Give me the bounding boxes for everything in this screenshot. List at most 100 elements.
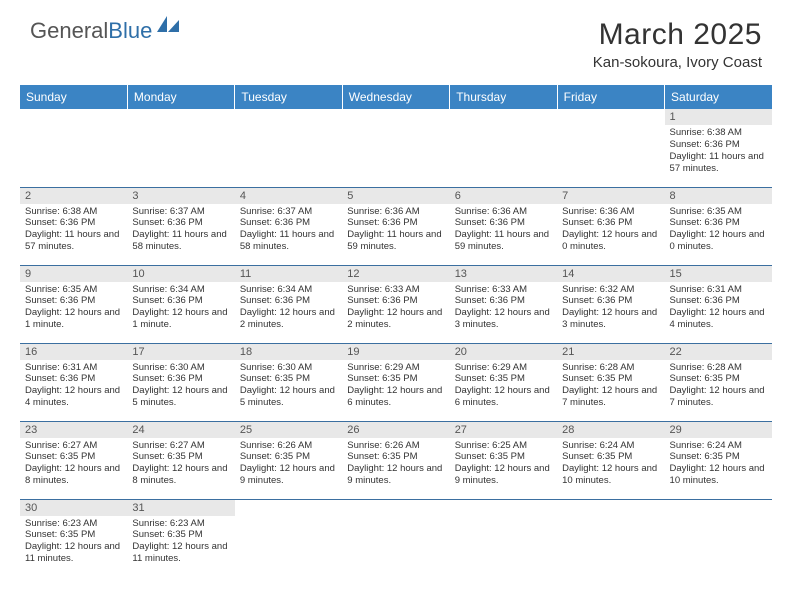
calendar-cell <box>450 499 557 577</box>
calendar-cell: 24Sunrise: 6:27 AMSunset: 6:35 PMDayligh… <box>127 421 234 499</box>
calendar-row: 16Sunrise: 6:31 AMSunset: 6:36 PMDayligh… <box>20 343 772 421</box>
location-label: Kan-sokoura, Ivory Coast <box>593 54 762 71</box>
day-number: 3 <box>127 188 234 204</box>
page-header: GeneralBlue March 2025 Kan-sokoura, Ivor… <box>0 0 792 79</box>
day-details: Sunrise: 6:34 AMSunset: 6:36 PMDaylight:… <box>235 282 342 335</box>
calendar-cell: 20Sunrise: 6:29 AMSunset: 6:35 PMDayligh… <box>450 343 557 421</box>
calendar-cell <box>557 499 664 577</box>
day-details: Sunrise: 6:28 AMSunset: 6:35 PMDaylight:… <box>665 360 772 413</box>
day-details: Sunrise: 6:31 AMSunset: 6:36 PMDaylight:… <box>20 360 127 413</box>
calendar-cell: 16Sunrise: 6:31 AMSunset: 6:36 PMDayligh… <box>20 343 127 421</box>
day-details: Sunrise: 6:30 AMSunset: 6:36 PMDaylight:… <box>127 360 234 413</box>
calendar-cell: 17Sunrise: 6:30 AMSunset: 6:36 PMDayligh… <box>127 343 234 421</box>
calendar-cell: 27Sunrise: 6:25 AMSunset: 6:35 PMDayligh… <box>450 421 557 499</box>
day-number: 1 <box>665 109 772 125</box>
calendar-body: 1Sunrise: 6:38 AMSunset: 6:36 PMDaylight… <box>20 109 772 577</box>
calendar-cell <box>342 499 449 577</box>
day-number: 24 <box>127 422 234 438</box>
calendar-cell: 29Sunrise: 6:24 AMSunset: 6:35 PMDayligh… <box>665 421 772 499</box>
day-details: Sunrise: 6:33 AMSunset: 6:36 PMDaylight:… <box>450 282 557 335</box>
day-details: Sunrise: 6:36 AMSunset: 6:36 PMDaylight:… <box>342 204 449 257</box>
calendar-cell <box>235 499 342 577</box>
day-details: Sunrise: 6:26 AMSunset: 6:35 PMDaylight:… <box>235 438 342 491</box>
calendar-row: 9Sunrise: 6:35 AMSunset: 6:36 PMDaylight… <box>20 265 772 343</box>
calendar-cell: 23Sunrise: 6:27 AMSunset: 6:35 PMDayligh… <box>20 421 127 499</box>
calendar-cell: 4Sunrise: 6:37 AMSunset: 6:36 PMDaylight… <box>235 187 342 265</box>
day-details: Sunrise: 6:25 AMSunset: 6:35 PMDaylight:… <box>450 438 557 491</box>
day-number: 26 <box>342 422 449 438</box>
calendar-cell: 10Sunrise: 6:34 AMSunset: 6:36 PMDayligh… <box>127 265 234 343</box>
calendar-cell <box>127 109 234 187</box>
day-number: 22 <box>665 344 772 360</box>
day-number: 23 <box>20 422 127 438</box>
day-number: 28 <box>557 422 664 438</box>
day-details: Sunrise: 6:35 AMSunset: 6:36 PMDaylight:… <box>665 204 772 257</box>
day-details: Sunrise: 6:27 AMSunset: 6:35 PMDaylight:… <box>20 438 127 491</box>
day-number: 12 <box>342 266 449 282</box>
calendar-cell: 19Sunrise: 6:29 AMSunset: 6:35 PMDayligh… <box>342 343 449 421</box>
calendar-cell: 3Sunrise: 6:37 AMSunset: 6:36 PMDaylight… <box>127 187 234 265</box>
day-number: 15 <box>665 266 772 282</box>
calendar-cell: 31Sunrise: 6:23 AMSunset: 6:35 PMDayligh… <box>127 499 234 577</box>
weekday-header: Tuesday <box>235 85 342 109</box>
weekday-header: Saturday <box>665 85 772 109</box>
calendar-cell <box>665 499 772 577</box>
weekday-header-row: Sunday Monday Tuesday Wednesday Thursday… <box>20 85 772 109</box>
brand-logo: GeneralBlue <box>30 18 181 44</box>
day-number: 7 <box>557 188 664 204</box>
day-number: 10 <box>127 266 234 282</box>
day-details: Sunrise: 6:34 AMSunset: 6:36 PMDaylight:… <box>127 282 234 335</box>
day-number: 31 <box>127 500 234 516</box>
day-number: 19 <box>342 344 449 360</box>
day-details: Sunrise: 6:36 AMSunset: 6:36 PMDaylight:… <box>450 204 557 257</box>
brand-sail-icon <box>155 14 181 40</box>
brand-name-2: Blue <box>108 18 152 44</box>
day-details: Sunrise: 6:23 AMSunset: 6:35 PMDaylight:… <box>127 516 234 569</box>
day-number: 29 <box>665 422 772 438</box>
day-number: 6 <box>450 188 557 204</box>
day-number: 20 <box>450 344 557 360</box>
brand-name-1: General <box>30 18 108 44</box>
day-details: Sunrise: 6:36 AMSunset: 6:36 PMDaylight:… <box>557 204 664 257</box>
day-details: Sunrise: 6:27 AMSunset: 6:35 PMDaylight:… <box>127 438 234 491</box>
weekday-header: Wednesday <box>342 85 449 109</box>
day-number: 25 <box>235 422 342 438</box>
calendar-cell: 5Sunrise: 6:36 AMSunset: 6:36 PMDaylight… <box>342 187 449 265</box>
day-details: Sunrise: 6:37 AMSunset: 6:36 PMDaylight:… <box>127 204 234 257</box>
calendar-row: 2Sunrise: 6:38 AMSunset: 6:36 PMDaylight… <box>20 187 772 265</box>
day-number: 27 <box>450 422 557 438</box>
calendar-cell: 12Sunrise: 6:33 AMSunset: 6:36 PMDayligh… <box>342 265 449 343</box>
calendar-cell: 22Sunrise: 6:28 AMSunset: 6:35 PMDayligh… <box>665 343 772 421</box>
day-details: Sunrise: 6:28 AMSunset: 6:35 PMDaylight:… <box>557 360 664 413</box>
day-details: Sunrise: 6:31 AMSunset: 6:36 PMDaylight:… <box>665 282 772 335</box>
weekday-header: Sunday <box>20 85 127 109</box>
day-number: 16 <box>20 344 127 360</box>
day-details: Sunrise: 6:37 AMSunset: 6:36 PMDaylight:… <box>235 204 342 257</box>
day-number: 11 <box>235 266 342 282</box>
calendar-cell: 30Sunrise: 6:23 AMSunset: 6:35 PMDayligh… <box>20 499 127 577</box>
day-details: Sunrise: 6:23 AMSunset: 6:35 PMDaylight:… <box>20 516 127 569</box>
calendar-cell <box>235 109 342 187</box>
calendar-row: 30Sunrise: 6:23 AMSunset: 6:35 PMDayligh… <box>20 499 772 577</box>
day-details: Sunrise: 6:26 AMSunset: 6:35 PMDaylight:… <box>342 438 449 491</box>
day-number: 18 <box>235 344 342 360</box>
calendar-cell: 26Sunrise: 6:26 AMSunset: 6:35 PMDayligh… <box>342 421 449 499</box>
weekday-header: Friday <box>557 85 664 109</box>
day-details: Sunrise: 6:32 AMSunset: 6:36 PMDaylight:… <box>557 282 664 335</box>
calendar-row: 23Sunrise: 6:27 AMSunset: 6:35 PMDayligh… <box>20 421 772 499</box>
calendar-cell: 25Sunrise: 6:26 AMSunset: 6:35 PMDayligh… <box>235 421 342 499</box>
calendar-cell: 28Sunrise: 6:24 AMSunset: 6:35 PMDayligh… <box>557 421 664 499</box>
weekday-header: Thursday <box>450 85 557 109</box>
title-block: March 2025 Kan-sokoura, Ivory Coast <box>593 18 762 71</box>
day-details: Sunrise: 6:38 AMSunset: 6:36 PMDaylight:… <box>665 125 772 178</box>
day-details: Sunrise: 6:29 AMSunset: 6:35 PMDaylight:… <box>342 360 449 413</box>
calendar-cell: 6Sunrise: 6:36 AMSunset: 6:36 PMDaylight… <box>450 187 557 265</box>
calendar-table: Sunday Monday Tuesday Wednesday Thursday… <box>20 85 772 577</box>
day-number: 30 <box>20 500 127 516</box>
calendar-cell: 8Sunrise: 6:35 AMSunset: 6:36 PMDaylight… <box>665 187 772 265</box>
day-number: 2 <box>20 188 127 204</box>
day-details: Sunrise: 6:38 AMSunset: 6:36 PMDaylight:… <box>20 204 127 257</box>
weekday-header: Monday <box>127 85 234 109</box>
calendar-cell: 15Sunrise: 6:31 AMSunset: 6:36 PMDayligh… <box>665 265 772 343</box>
calendar-cell <box>450 109 557 187</box>
